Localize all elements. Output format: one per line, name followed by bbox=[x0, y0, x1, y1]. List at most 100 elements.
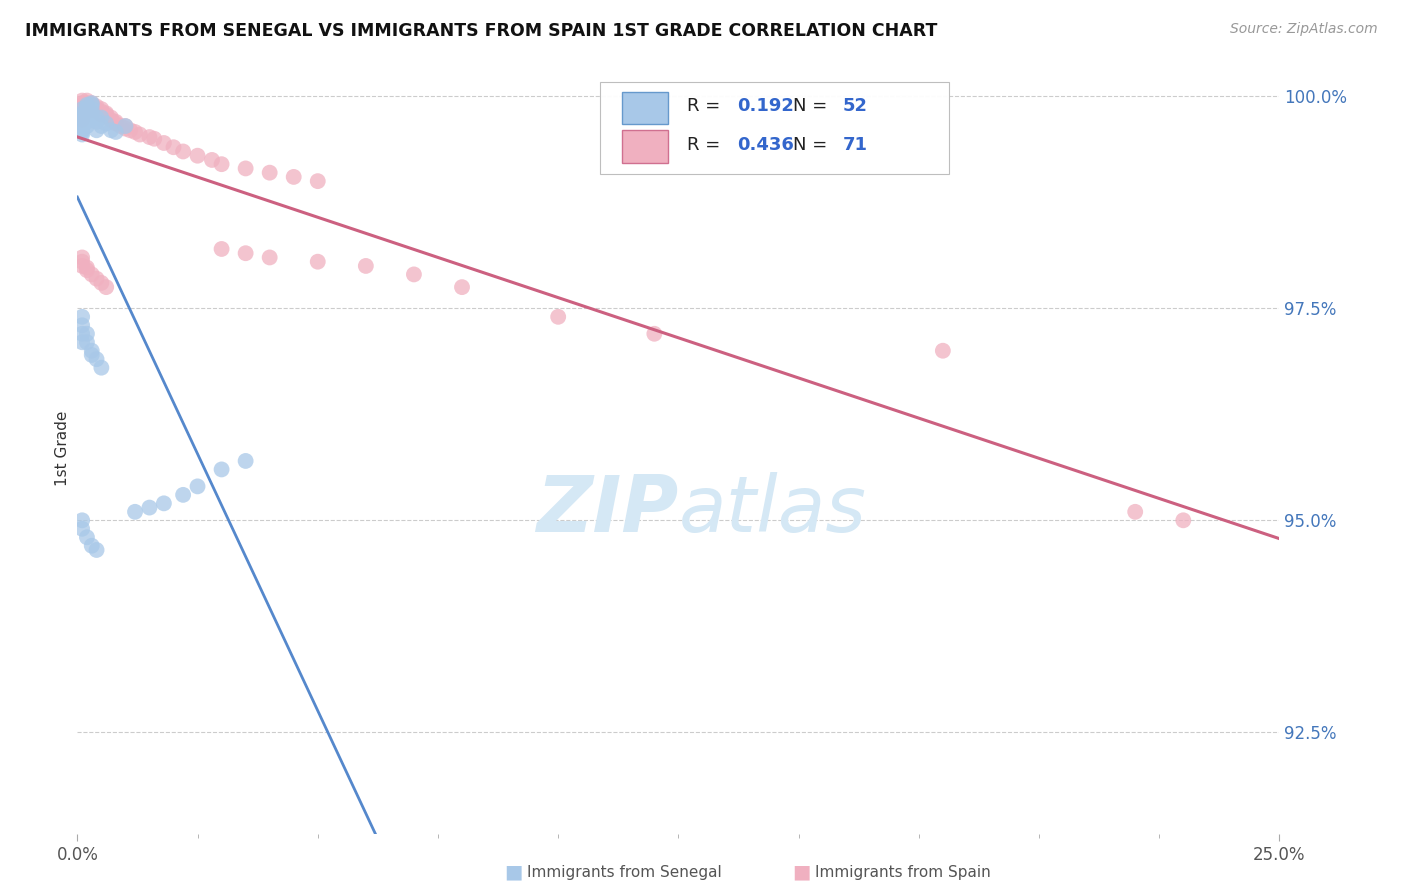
Point bbox=[100, 123, 122, 137]
Point bbox=[86, 111, 108, 125]
Point bbox=[76, 98, 98, 112]
Point bbox=[70, 113, 93, 128]
Point bbox=[86, 123, 108, 137]
Point bbox=[70, 99, 93, 113]
FancyBboxPatch shape bbox=[621, 130, 668, 162]
Point bbox=[172, 145, 194, 159]
Point bbox=[104, 116, 127, 130]
Point bbox=[307, 254, 329, 268]
Text: ■: ■ bbox=[792, 863, 811, 882]
Point bbox=[80, 98, 103, 112]
Point bbox=[307, 174, 329, 188]
Point bbox=[80, 268, 103, 282]
Point bbox=[86, 271, 108, 285]
Point bbox=[70, 96, 93, 111]
Point bbox=[90, 119, 112, 133]
FancyBboxPatch shape bbox=[621, 92, 668, 124]
Point bbox=[186, 149, 209, 163]
Point bbox=[104, 115, 127, 129]
Point bbox=[162, 140, 184, 154]
Point bbox=[70, 98, 93, 112]
Point bbox=[283, 169, 305, 184]
Point bbox=[70, 522, 93, 536]
Point bbox=[402, 268, 425, 282]
Text: Immigrants from Senegal: Immigrants from Senegal bbox=[527, 865, 723, 880]
Point bbox=[259, 251, 281, 265]
FancyBboxPatch shape bbox=[600, 82, 949, 174]
Point bbox=[86, 543, 108, 558]
Text: ZIP: ZIP bbox=[536, 472, 679, 548]
Point bbox=[90, 108, 112, 122]
Point bbox=[76, 263, 98, 277]
Point bbox=[70, 108, 93, 122]
Point bbox=[76, 106, 98, 120]
Point bbox=[211, 242, 233, 256]
Text: atlas: atlas bbox=[679, 472, 866, 548]
Text: IMMIGRANTS FROM SENEGAL VS IMMIGRANTS FROM SPAIN 1ST GRADE CORRELATION CHART: IMMIGRANTS FROM SENEGAL VS IMMIGRANTS FR… bbox=[25, 22, 938, 40]
Text: N =: N = bbox=[793, 136, 832, 154]
Point bbox=[1123, 505, 1146, 519]
Point bbox=[211, 462, 233, 476]
Text: 52: 52 bbox=[844, 97, 868, 115]
Point bbox=[80, 348, 103, 362]
Point bbox=[80, 96, 103, 111]
Point bbox=[76, 111, 98, 125]
Point bbox=[186, 479, 209, 493]
Text: ■: ■ bbox=[503, 863, 523, 882]
Point bbox=[70, 513, 93, 527]
Point bbox=[70, 119, 93, 133]
Point bbox=[70, 102, 93, 116]
Point bbox=[96, 108, 118, 122]
Point bbox=[354, 259, 377, 273]
Point bbox=[143, 132, 166, 146]
Point bbox=[76, 530, 98, 544]
Point bbox=[86, 115, 108, 129]
Point bbox=[70, 318, 93, 333]
Text: 0.192: 0.192 bbox=[737, 97, 794, 115]
Point bbox=[76, 102, 98, 116]
Text: N =: N = bbox=[793, 97, 832, 115]
Text: R =: R = bbox=[686, 136, 725, 154]
Point bbox=[70, 102, 93, 116]
Point bbox=[76, 102, 98, 116]
Point bbox=[70, 128, 93, 142]
Point bbox=[70, 125, 93, 139]
Text: R =: R = bbox=[686, 97, 725, 115]
Point bbox=[90, 104, 112, 119]
Point bbox=[235, 161, 257, 176]
Point bbox=[120, 123, 142, 137]
Point bbox=[90, 360, 112, 375]
Point bbox=[80, 106, 103, 120]
Point bbox=[114, 119, 136, 133]
Point bbox=[643, 326, 665, 341]
Point bbox=[90, 111, 112, 125]
Point bbox=[70, 115, 93, 129]
Point bbox=[70, 104, 93, 119]
Point bbox=[86, 102, 108, 116]
Point bbox=[96, 280, 118, 294]
Point bbox=[124, 125, 146, 139]
Point bbox=[70, 335, 93, 350]
Point bbox=[172, 488, 194, 502]
Point bbox=[70, 310, 93, 324]
Point bbox=[70, 116, 93, 130]
Point bbox=[76, 96, 98, 111]
Point bbox=[70, 254, 93, 268]
Point bbox=[124, 505, 146, 519]
Point bbox=[70, 108, 93, 122]
Point bbox=[86, 99, 108, 113]
Point bbox=[201, 153, 224, 167]
Point bbox=[70, 94, 93, 108]
Point bbox=[76, 94, 98, 108]
Point bbox=[70, 326, 93, 341]
Point bbox=[80, 99, 103, 113]
Point bbox=[76, 98, 98, 112]
Point bbox=[96, 116, 118, 130]
Point bbox=[76, 99, 98, 113]
Point bbox=[76, 260, 98, 275]
Point bbox=[211, 157, 233, 171]
Point bbox=[235, 454, 257, 468]
Text: 71: 71 bbox=[844, 136, 868, 154]
Point bbox=[76, 99, 98, 113]
Point bbox=[70, 251, 93, 265]
